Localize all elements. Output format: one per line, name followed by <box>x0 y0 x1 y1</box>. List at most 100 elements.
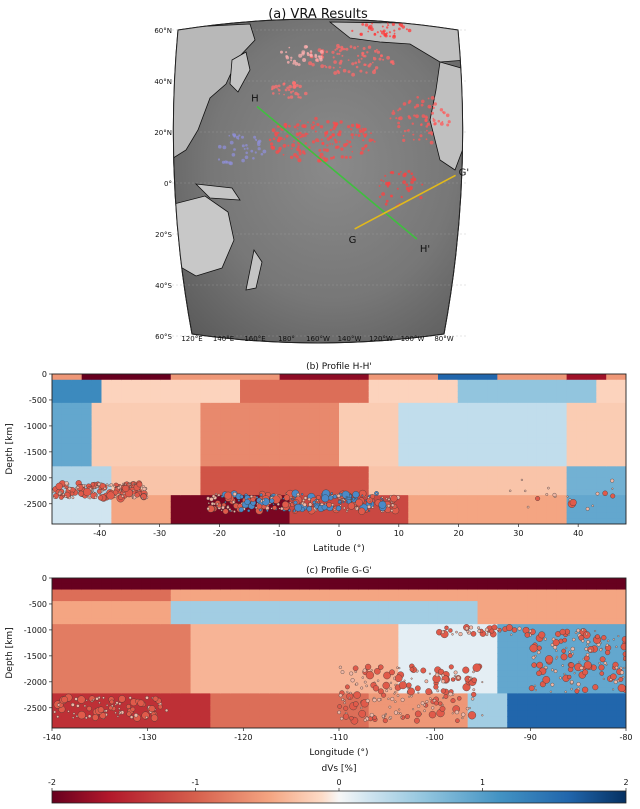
event-point <box>85 716 88 720</box>
heatmap-cell <box>121 397 132 404</box>
heatmap-cell <box>240 670 251 677</box>
heatmap-cell <box>398 420 409 427</box>
heatmap-cell <box>141 716 152 723</box>
heatmap-cell <box>299 589 310 596</box>
heatmap-cell <box>358 414 370 421</box>
heatmap-cell <box>141 722 152 728</box>
heatmap-cell <box>101 578 112 585</box>
heatmap-cell <box>180 472 192 479</box>
heatmap-cell <box>408 420 419 427</box>
heatmap-cell <box>447 483 459 490</box>
heatmap-cell <box>299 431 310 439</box>
heatmap-cell <box>259 431 271 439</box>
heatmap-cell <box>616 489 626 496</box>
map-title: (a) VRA Results <box>268 7 368 22</box>
heatmap-cell <box>447 449 459 456</box>
heatmap-cell <box>566 374 578 381</box>
event-point <box>114 703 117 706</box>
heatmap-cell <box>339 483 350 490</box>
map-anomaly-dot <box>276 138 281 143</box>
heatmap-cell <box>230 716 241 723</box>
heatmap-cell <box>408 472 419 479</box>
heatmap-cell <box>71 664 83 671</box>
heatmap-cell <box>91 653 103 660</box>
map-anomaly-dot <box>334 140 338 144</box>
heatmap-cell <box>190 408 202 415</box>
heatmap-cell <box>230 379 241 387</box>
heatmap-cell <box>596 495 607 502</box>
heatmap-cell <box>91 629 103 637</box>
heatmap-cell <box>279 606 291 614</box>
heatmap-cell <box>457 612 469 619</box>
heatmap-cell <box>378 391 390 398</box>
heatmap-cell <box>170 460 182 467</box>
heatmap-cell <box>566 635 578 643</box>
heatmap-cell <box>477 466 489 473</box>
heatmap-cell <box>240 374 251 381</box>
heatmap-cell <box>566 618 578 625</box>
event-point <box>487 631 490 634</box>
event-point <box>391 503 395 507</box>
map-anomaly-dot <box>310 126 315 130</box>
map-anomaly-dot <box>362 139 365 142</box>
heatmap-cell <box>111 379 122 387</box>
event-point <box>423 709 426 713</box>
heatmap-cell <box>368 676 380 683</box>
heatmap-cell <box>259 635 271 643</box>
heatmap-cell <box>566 641 578 648</box>
map-anomaly-dot <box>292 90 295 93</box>
heatmap-cell <box>507 670 518 677</box>
heatmap-cell <box>527 379 538 387</box>
map-anomaly-dot <box>339 120 343 124</box>
heatmap-cell <box>368 518 380 524</box>
heatmap-cell <box>348 460 360 467</box>
heatmap-cell <box>81 495 93 502</box>
heatmap-cell <box>299 658 310 666</box>
event-point <box>340 670 345 674</box>
heatmap-cell <box>121 454 132 462</box>
heatmap-cell <box>220 518 231 524</box>
heatmap-cell <box>368 425 380 433</box>
heatmap-cell <box>437 699 449 706</box>
event-point <box>255 506 258 509</box>
heatmap-cell <box>141 379 152 387</box>
event-point <box>431 706 435 710</box>
map-anomaly-dot <box>304 132 308 136</box>
map-anomaly-dot <box>306 53 310 57</box>
heatmap-cell <box>121 722 132 728</box>
heatmap-cell <box>408 589 419 596</box>
map-anomaly-dot <box>343 143 347 148</box>
event-point <box>477 629 481 633</box>
heatmap-cell <box>536 710 548 718</box>
heatmap-cell <box>141 454 152 462</box>
heatmap-cell <box>517 578 528 585</box>
heatmap-cell <box>586 449 597 456</box>
heatmap-cell <box>170 495 182 502</box>
event-point <box>550 682 555 687</box>
map-anomaly-dot <box>332 56 335 59</box>
heatmap-cell <box>596 693 607 700</box>
heatmap-cell <box>240 437 251 444</box>
heatmap-cell <box>81 658 93 666</box>
heatmap-cell <box>487 425 498 433</box>
map-anomaly-dot <box>400 195 403 199</box>
heatmap-cell <box>467 716 479 723</box>
heatmap-cell <box>398 635 409 643</box>
map-anomaly-dot <box>412 175 415 178</box>
heatmap-cell <box>358 601 370 608</box>
heatmap-cell <box>546 583 558 591</box>
heatmap-cell <box>309 374 320 381</box>
heatmap-cell <box>368 653 380 660</box>
heatmap-cell <box>279 722 291 728</box>
heatmap-cell <box>249 641 261 648</box>
heatmap-cell <box>220 601 231 608</box>
heatmap-cell <box>546 385 558 392</box>
heatmap-cell <box>348 618 360 625</box>
heatmap-cell <box>279 454 291 462</box>
heatmap-cell <box>368 699 380 706</box>
heatmap-cell <box>339 589 350 596</box>
heatmap-cell <box>230 589 241 596</box>
heatmap-cell <box>546 710 558 718</box>
heatmap-cell <box>566 704 578 712</box>
heatmap-cell <box>339 716 350 723</box>
